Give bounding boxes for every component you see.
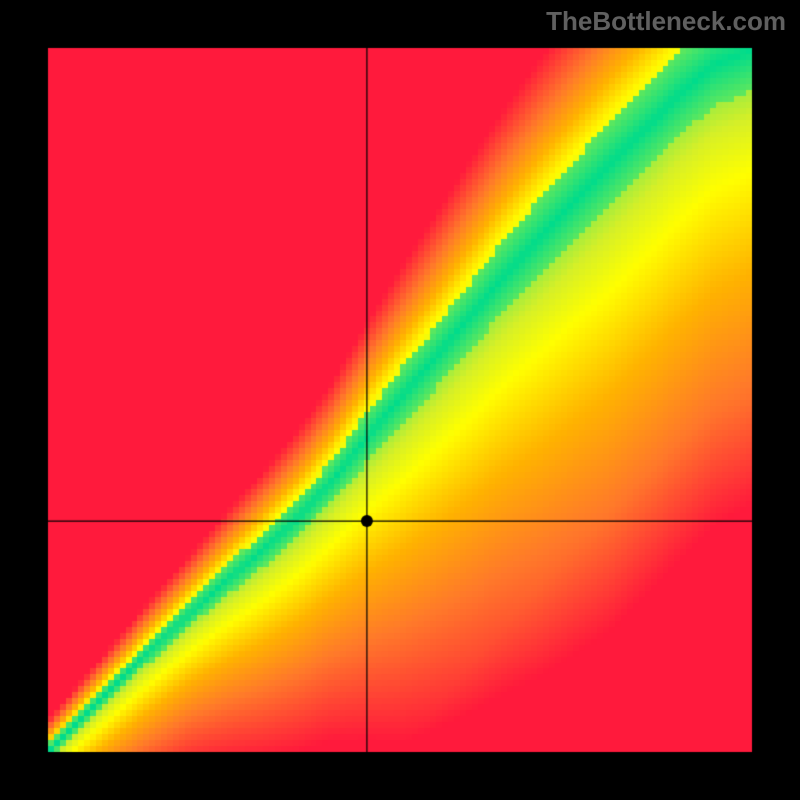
chart-container: TheBottleneck.com — [0, 0, 800, 800]
bottleneck-heatmap-canvas — [0, 0, 800, 800]
watermark-text: TheBottleneck.com — [546, 6, 786, 37]
